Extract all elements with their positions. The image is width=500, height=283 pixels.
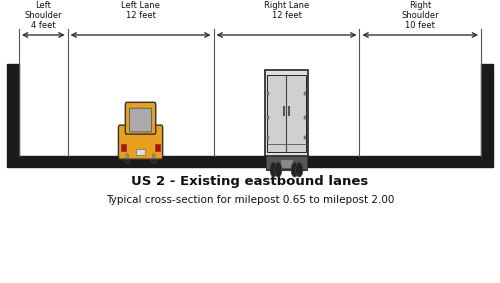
Circle shape (124, 149, 130, 163)
Bar (481, 64, 493, 167)
FancyBboxPatch shape (130, 108, 152, 132)
FancyBboxPatch shape (126, 102, 156, 134)
Bar (7, 64, 19, 167)
Circle shape (274, 162, 282, 177)
Text: US 2 - Existing eastbound lanes: US 2 - Existing eastbound lanes (132, 175, 368, 188)
Bar (156, 144, 160, 151)
Bar (267, 75, 306, 152)
Text: Left Lane
12 feet: Left Lane 12 feet (121, 1, 160, 20)
Text: Right
Shoulder
10 feet: Right Shoulder 10 feet (402, 1, 439, 31)
Circle shape (152, 154, 155, 159)
Bar (304, 136, 306, 139)
Text: Typical cross-section for milepost 0.65 to milepost 2.00: Typical cross-section for milepost 0.65 … (106, 195, 394, 205)
Circle shape (291, 162, 298, 177)
Bar (264, 70, 308, 156)
FancyBboxPatch shape (118, 125, 162, 159)
Bar (267, 91, 270, 95)
Bar (304, 116, 306, 119)
Bar (19, 156, 481, 167)
Text: Right Lane
12 feet: Right Lane 12 feet (264, 1, 309, 20)
Bar (136, 149, 145, 155)
Bar (267, 116, 270, 119)
Circle shape (150, 149, 158, 163)
Bar (266, 156, 307, 170)
Bar (304, 91, 306, 95)
Circle shape (126, 154, 128, 159)
Bar (280, 159, 292, 168)
Circle shape (270, 162, 278, 177)
Text: Left
Shoulder
4 feet: Left Shoulder 4 feet (24, 1, 62, 31)
Circle shape (296, 162, 303, 177)
Bar (121, 144, 126, 151)
Bar (267, 136, 270, 139)
